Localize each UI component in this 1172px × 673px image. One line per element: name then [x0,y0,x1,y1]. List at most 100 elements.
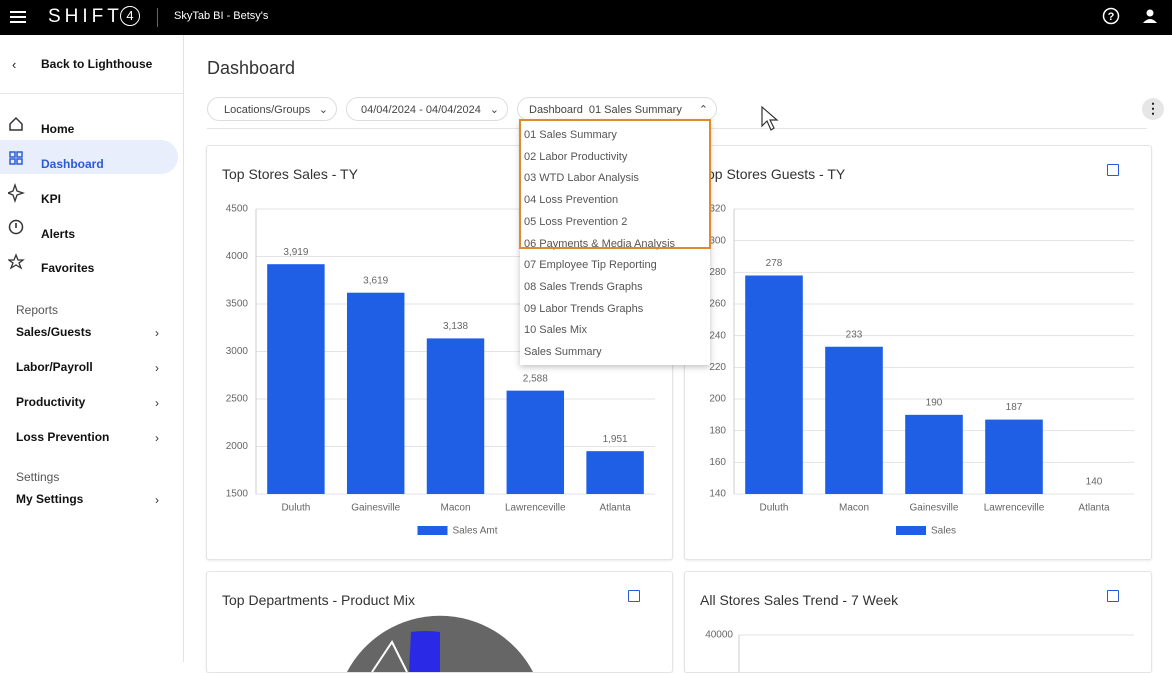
nav-item[interactable]: KPI [41,192,62,206]
expand-icon[interactable] [1107,590,1119,602]
y-tick-label: 180 [709,425,726,436]
user-icon[interactable] [1142,7,1158,25]
data-label: 3,619 [363,275,388,286]
expand-icon[interactable] [628,590,640,602]
dropdown-option[interactable]: 05 Loss Prevention 2 [524,215,628,228]
data-label: 2,588 [523,373,548,384]
y-tick-label: 240 [709,330,726,341]
dropdown-option[interactable]: 09 Labor Trends Graphs [524,302,644,315]
expand-icon[interactable] [1107,164,1119,176]
legend-label: Sales Amt [453,526,498,537]
filter-text: 04/04/2024 - 04/04/2024 [361,104,481,116]
chart: 140 160 180 200 220 240 260 280 300 320 Duluth Maco… [709,204,1134,537]
bar [346,292,405,494]
chevron: › [155,396,159,410]
pie-slice-clipped [409,630,440,672]
y-tick-label: 2000 [226,441,249,452]
report-item[interactable]: Sales/Guests [16,325,92,339]
chart: 40000 [705,630,1134,672]
card-title: Top Stores Guests - TY [700,166,846,182]
x-tick-label: Macon [440,503,470,514]
chevron: › [155,326,159,340]
section-label: Reports [16,303,59,317]
section-label: Settings [16,470,60,484]
x-tick-label: Lawrenceville [984,503,1045,514]
x-tick-label: Lawrenceville [505,503,566,514]
dropdown-option[interactable]: 07 Employee Tip Reporting [524,259,657,272]
dropdown-option[interactable]: 10 Sales Mix [524,324,587,337]
legend-label: Sales [931,526,956,537]
chevron: › [155,431,159,445]
x-tick-label: Gainesville [351,503,400,514]
data-label: 3,919 [283,247,308,258]
card-title: Top Stores Sales - TY [222,166,358,182]
data-label: 140 [1086,477,1103,488]
data-label: 187 [1006,402,1023,413]
app-name: SkyTab BI - Betsy's [174,10,269,22]
divider [0,93,183,94]
back-icon[interactable]: ‹ [12,57,17,72]
page-title: Dashboard [207,58,296,78]
report-item[interactable]: Productivity [16,395,86,409]
dropdown-option[interactable]: 03 WTD Labor Analysis [524,172,639,185]
chart [347,615,533,672]
bar [745,275,803,494]
bar [586,451,644,494]
help-icon[interactable]: ? [1102,7,1120,25]
data-label: 3,138 [443,321,468,332]
dropdown-option[interactable]: 08 Sales Trends Graphs [524,280,643,293]
date-filter[interactable]: 04/04/2024 - 04/04/2024 ⌄ [346,97,508,121]
x-tick-label: Atlanta [1078,503,1110,514]
dashboard-dropdown: 01 Sales Summary 02 Labor Productivity 03 … [520,120,710,365]
nav-item[interactable]: Dashboard [41,157,104,171]
dropdown-option[interactable]: Sales Summary [524,346,602,358]
y-tick-label: 220 [709,362,726,373]
y-tick-label: 1500 [226,489,249,500]
legend-swatch [417,526,448,535]
y-tick-label: 2500 [226,394,249,405]
nav-item[interactable]: Alerts [41,227,76,241]
y-tick-label: 260 [709,299,726,310]
y-tick-label: 320 [709,204,726,215]
more-button[interactable]: ⋮ [1142,98,1164,120]
chart-card: All Stores Sales Trend - 7 Week 40000 [684,571,1152,673]
bar [985,419,1043,494]
y-tick-label: 300 [709,235,726,246]
data-label: 278 [766,258,783,269]
chevron: › [155,493,159,507]
brand-mark: 4 [120,6,140,26]
chart-card: Top Stores Guests - TY 140 160 180 200 220 240… [684,145,1152,560]
dropdown-option[interactable]: 01 Sales Summary [524,129,617,141]
y-tick-label: 40000 [705,630,733,641]
bar [506,390,565,494]
card-title: All Stores Sales Trend - 7 Week [700,592,899,608]
dropdown-option[interactable]: 06 Payments & Media Analysis [524,237,676,250]
back-link[interactable]: Back to Lighthouse [41,57,153,71]
y-tick-label: 280 [709,267,726,278]
select-label: Dashboard [529,104,583,116]
settings-item[interactable]: My Settings [16,492,84,506]
data-label: 1,951 [603,434,628,445]
bar [825,346,883,494]
nav-item[interactable]: Home [41,122,75,136]
chart-card: Top Departments - Product Mix [206,571,673,673]
x-tick-label: Macon [839,503,869,514]
y-tick-label: 4000 [226,251,249,262]
report-item[interactable]: Loss Prevention [16,430,110,444]
y-tick-label: 200 [709,394,726,405]
report-item[interactable]: Labor/Payroll [16,360,93,374]
x-tick-label: Duluth [281,503,310,514]
chevron: › [155,361,159,375]
menu-icon[interactable] [10,9,28,25]
dropdown-option[interactable]: 02 Labor Productivity [524,150,628,163]
y-tick-label: 4500 [226,204,249,215]
y-tick-label: 160 [709,457,726,468]
nav-item[interactable]: Favorites [41,261,95,275]
locations-filter[interactable]: Locations/Groups ⌄ [207,97,337,121]
dropdown-option[interactable]: 04 Loss Prevention [524,194,619,207]
bar [267,264,325,494]
bar [426,338,485,494]
dashboard-select[interactable]: Dashboard 01 Sales Summary ⌃ [517,97,717,121]
select-value: 01 Sales Summary [588,104,682,116]
